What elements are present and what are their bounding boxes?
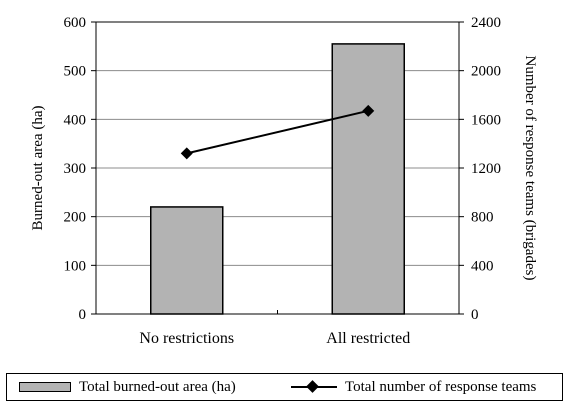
- legend-item-line: Total number of response teams: [291, 374, 536, 400]
- y-tick-label: 0: [79, 307, 87, 323]
- x-axis-ticks: No restrictions All restricted: [139, 310, 410, 347]
- line-series: [180, 104, 375, 160]
- y2-axis-label: Number of response teams (brigades): [522, 56, 538, 281]
- series-line: [186, 109, 369, 155]
- y2-tick-label: 1200: [471, 161, 501, 177]
- bars: [150, 43, 405, 315]
- legend-swatch-bar: [19, 382, 71, 392]
- y2-tick-label: 400: [471, 258, 494, 274]
- right-axis-ticks: 0 400 800 1200 1600 2000 2400: [459, 15, 501, 323]
- x-tick-label: No restrictions: [139, 330, 234, 347]
- y2-tick-label: 0: [471, 307, 479, 323]
- legend-label-bar: Total burned-out area (ha): [79, 378, 236, 395]
- y2-tick-label: 1600: [471, 112, 501, 128]
- bar: [331, 43, 405, 315]
- legend-swatch-line: [291, 380, 337, 393]
- y2-tick-label: 800: [471, 210, 494, 226]
- left-axis-ticks: 0 100 200 300 400 500 600: [64, 15, 96, 323]
- legend-label-line: Total number of response teams: [345, 378, 537, 395]
- y-axis-label: Burned-out area (ha): [30, 106, 46, 231]
- line-marker: [362, 104, 375, 117]
- y-tick-label: 400: [64, 112, 87, 128]
- x-tick-label: All restricted: [326, 330, 410, 347]
- legend-item-bar: Total burned-out area (ha): [19, 374, 236, 400]
- y2-tick-label: 2000: [471, 64, 501, 80]
- line-marker: [180, 147, 193, 160]
- y-tick-label: 600: [64, 15, 87, 31]
- y-tick-label: 200: [64, 210, 87, 226]
- y-tick-label: 500: [64, 64, 87, 80]
- y-tick-label: 300: [64, 161, 87, 177]
- y-tick-label: 100: [64, 258, 87, 274]
- chart: 0 100 200 300 400 500 600 0 400 800 1200 1600 2000 2…: [30, 15, 538, 347]
- legend: Total burned-out area (ha) Total number …: [6, 373, 563, 401]
- bar: [150, 206, 224, 315]
- y2-tick-label: 2400: [471, 15, 501, 31]
